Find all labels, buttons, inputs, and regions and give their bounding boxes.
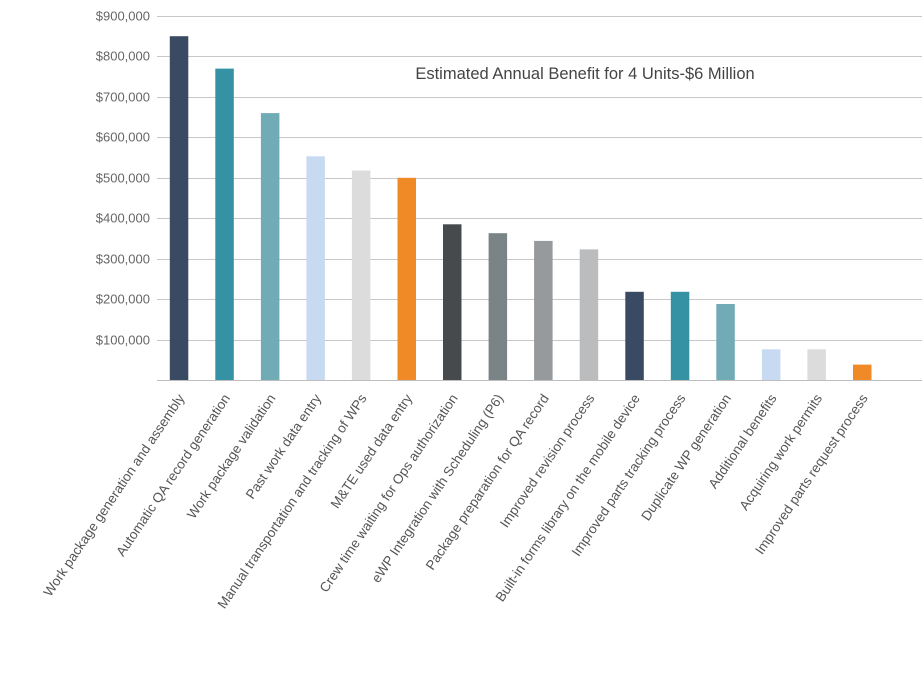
x-tick-label: Work package validation bbox=[184, 391, 279, 521]
bar bbox=[761, 349, 781, 380]
y-tick-label: $600,000 bbox=[96, 130, 150, 145]
y-tick-label: $500,000 bbox=[96, 171, 150, 186]
bars bbox=[169, 36, 872, 380]
y-tick-label: $900,000 bbox=[96, 9, 150, 24]
y-axis-tick-labels: $100,000 $200,000 $300,000 $400,000 $500,000… bbox=[96, 9, 150, 348]
bar bbox=[397, 177, 416, 380]
y-tick-label: $800,000 bbox=[96, 49, 150, 64]
x-tick-label: M&TE used data entry bbox=[328, 391, 416, 511]
gridlines bbox=[157, 16, 922, 341]
bar bbox=[625, 291, 644, 380]
bar bbox=[534, 240, 553, 380]
bar bbox=[853, 364, 872, 380]
bar bbox=[807, 349, 826, 380]
chart-title: Estimated Annual Benefit for 4 Units-$6 … bbox=[415, 65, 754, 83]
y-tick-label: $200,000 bbox=[96, 292, 150, 307]
bar bbox=[579, 249, 599, 380]
bar bbox=[215, 68, 234, 380]
y-tick-label: $100,000 bbox=[96, 333, 150, 348]
bar bbox=[260, 113, 280, 380]
x-tick-label: Duplicate WP generation bbox=[638, 391, 734, 523]
bar bbox=[306, 156, 325, 380]
bar bbox=[670, 291, 690, 380]
bar bbox=[351, 170, 371, 380]
bar bbox=[169, 36, 189, 380]
y-tick-label: $300,000 bbox=[96, 252, 150, 267]
bar bbox=[716, 304, 735, 380]
x-tick-label: Acquiring work permits bbox=[736, 391, 825, 513]
bar bbox=[488, 233, 508, 380]
x-axis-tick-labels: Work package generation and assemblyAuto… bbox=[40, 391, 870, 611]
y-tick-label: $700,000 bbox=[96, 90, 150, 105]
y-tick-label: $400,000 bbox=[96, 211, 150, 226]
x-tick-label: Improved revision process bbox=[497, 391, 598, 530]
bar bbox=[443, 224, 462, 380]
